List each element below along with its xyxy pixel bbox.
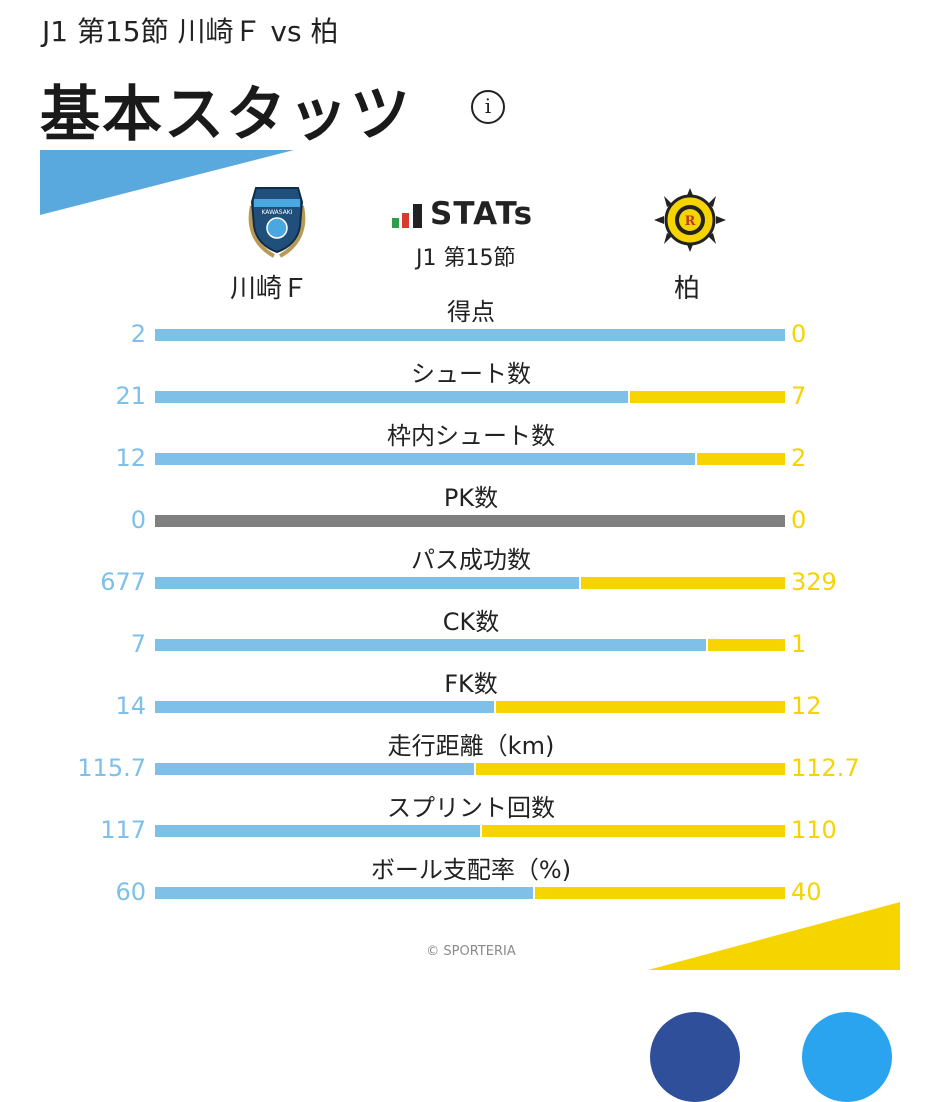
bottom-decor-shape xyxy=(648,902,900,970)
match-subtitle: J1 第15節 川崎Ｆ vs 柏 xyxy=(42,15,339,48)
kawasaki-frontale-crest-icon: KAWASAKI xyxy=(248,187,306,258)
round-label: J1 第15節 xyxy=(416,246,516,271)
top-decor-shape xyxy=(40,150,294,215)
stat-label: PK数 xyxy=(443,484,499,512)
away-value: 329 xyxy=(791,568,837,596)
away-value: 40 xyxy=(791,878,822,906)
home-value: 2 xyxy=(130,320,146,348)
stats-bars-icon xyxy=(392,204,422,228)
home-bar xyxy=(155,453,695,465)
away-value: 2 xyxy=(791,444,807,472)
stat-label: スプリント回数 xyxy=(387,794,555,822)
away-bar xyxy=(482,825,785,837)
away-value: 12 xyxy=(791,692,822,720)
home-bar xyxy=(155,391,628,403)
home-team-name: 川崎Ｆ xyxy=(230,274,309,304)
stats-wordmark: STATs xyxy=(430,196,534,232)
home-bar xyxy=(155,577,579,589)
away-bar xyxy=(581,577,785,589)
svg-text:R: R xyxy=(685,214,696,229)
home-bar xyxy=(155,639,706,651)
stat-label: CK数 xyxy=(442,608,500,636)
facebook-share-button[interactable] xyxy=(650,1012,740,1102)
page-title: 基本スタッツ xyxy=(40,80,412,150)
info-icon[interactable]: i xyxy=(471,90,505,124)
kashiwa-reysol-crest-icon: R xyxy=(654,188,726,252)
stat-label: 走行距離（km) xyxy=(387,732,555,760)
home-value: 12 xyxy=(115,444,146,472)
away-value: 1 xyxy=(791,630,807,658)
away-bar xyxy=(697,453,785,465)
top-decor-stripe xyxy=(40,150,294,215)
credit: © SPORTERIA xyxy=(426,944,516,959)
home-value: 7 xyxy=(130,630,146,658)
home-value: 14 xyxy=(115,692,146,720)
home-bar xyxy=(155,329,785,341)
home-value: 0 xyxy=(130,506,146,534)
stat-label: FK数 xyxy=(444,670,498,698)
away-value: 110 xyxy=(791,816,837,844)
away-value: 112.7 xyxy=(791,754,860,782)
twitter-share-button[interactable] xyxy=(802,1012,892,1102)
home-bar xyxy=(155,763,474,775)
empty-bar xyxy=(155,515,785,527)
stat-label: ボール支配率（%) xyxy=(370,856,572,884)
away-value: 0 xyxy=(791,320,807,348)
home-bar xyxy=(155,701,494,713)
away-bar xyxy=(535,887,785,899)
away-bar xyxy=(476,763,785,775)
away-value: 0 xyxy=(791,506,807,534)
away-team-name: 柏 xyxy=(674,274,701,304)
away-bar xyxy=(630,391,785,403)
bottom-decor-stripe xyxy=(648,902,900,970)
away-bar xyxy=(708,639,785,651)
stat-label: パス成功数 xyxy=(411,546,531,574)
home-bar xyxy=(155,825,480,837)
home-value: 677 xyxy=(100,568,146,596)
home-bar xyxy=(155,887,533,899)
home-value: 115.7 xyxy=(77,754,146,782)
stat-label: 得点 xyxy=(447,298,495,326)
home-value: 117 xyxy=(100,816,146,844)
home-value: 60 xyxy=(115,878,146,906)
away-bar xyxy=(496,701,785,713)
stats-logo: STATs xyxy=(390,196,550,236)
svg-text:KAWASAKI: KAWASAKI xyxy=(261,209,292,216)
away-value: 7 xyxy=(791,382,807,410)
home-value: 21 xyxy=(115,382,146,410)
stat-label: 枠内シュート数 xyxy=(387,422,555,450)
stat-label: シュート数 xyxy=(411,360,531,388)
